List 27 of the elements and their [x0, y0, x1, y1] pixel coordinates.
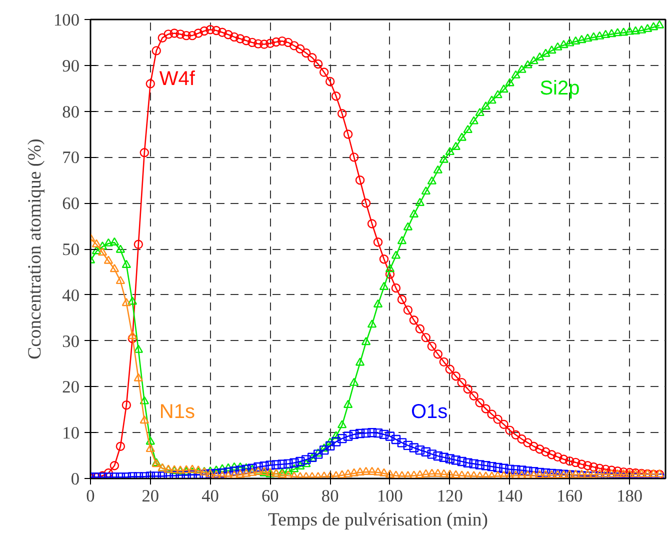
y-tick-label: 80 — [62, 102, 80, 122]
series-label: W4f — [159, 68, 196, 90]
y-tick-label: 0 — [70, 470, 80, 488]
y-tick-label: 90 — [62, 56, 80, 76]
series-label: O1s — [410, 400, 448, 423]
series-label: Si2p — [540, 77, 580, 100]
y-tick-label: 70 — [62, 148, 80, 168]
y-tick-label: 50 — [62, 240, 80, 259]
x-tick-label: 100 — [376, 486, 403, 506]
x-tick-label: 0 — [86, 486, 95, 506]
x-tick-label: 40 — [202, 486, 219, 506]
series-label: N1s — [159, 400, 195, 423]
x-axis-title: Temps de pulvérisation (min) — [268, 510, 488, 530]
x-tick-label: 180 — [616, 486, 643, 506]
x-tick-label: 80 — [321, 486, 339, 506]
y-tick-label: 100 — [54, 10, 80, 30]
y-tick-label: 60 — [62, 194, 80, 214]
x-tick-label: 160 — [556, 486, 583, 506]
y-tick-label: 20 — [62, 378, 80, 397]
y-tick-label: 30 — [62, 332, 80, 351]
x-tick-label: 20 — [142, 486, 160, 506]
y-axis-title: Cconcentration atomique (%) — [24, 138, 46, 360]
y-tick-label: 10 — [62, 424, 80, 443]
y-tick-label: 40 — [62, 286, 80, 305]
x-tick-label: 120 — [436, 486, 463, 506]
x-tick-label: 60 — [262, 486, 279, 506]
x-tick-label: 140 — [496, 486, 523, 506]
